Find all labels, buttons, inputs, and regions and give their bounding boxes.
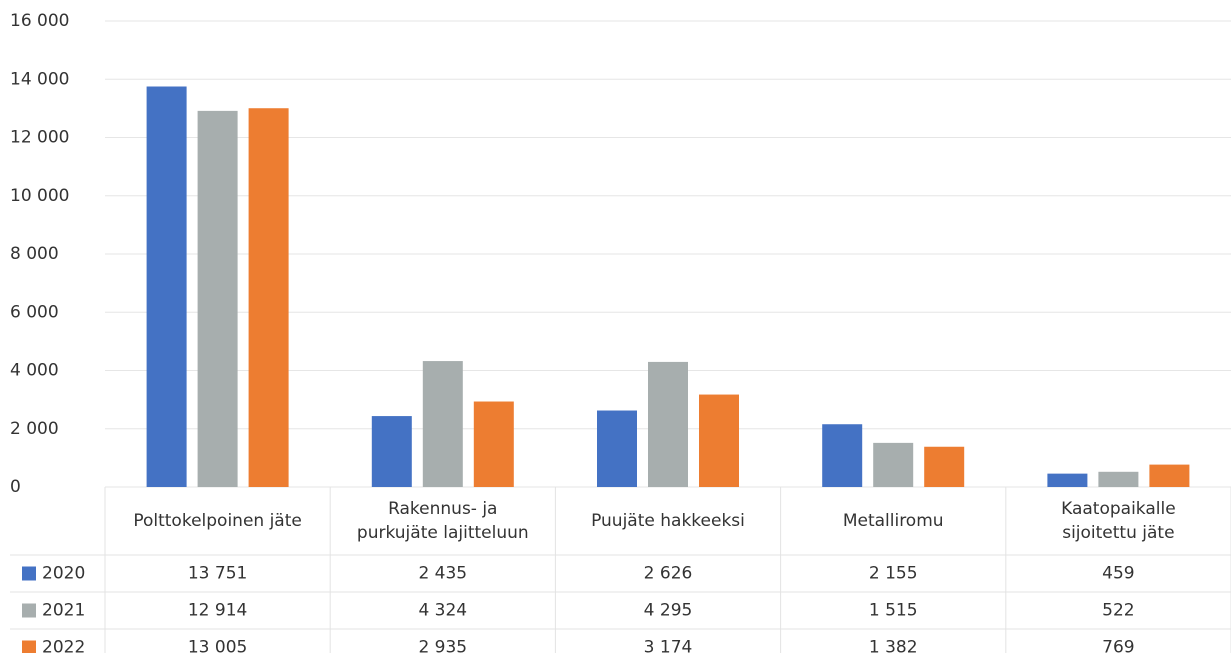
table-value: 4 324 bbox=[418, 601, 467, 621]
table-value: 2 155 bbox=[869, 564, 918, 584]
table-value: 13 005 bbox=[188, 638, 247, 653]
category-label: Rakennus- ja purkujäte lajitteluun bbox=[356, 499, 529, 543]
y-tick-label: 10 000 bbox=[10, 186, 69, 206]
bar bbox=[648, 361, 688, 487]
bar bbox=[873, 442, 914, 487]
y-tick-label: 4 000 bbox=[10, 361, 59, 381]
table-value: 459 bbox=[1102, 564, 1134, 584]
table-value: 3 174 bbox=[644, 638, 693, 653]
bar bbox=[197, 110, 238, 487]
legend-label: 2021 bbox=[42, 601, 85, 621]
table-value: 13 751 bbox=[188, 564, 247, 584]
category-label: Kaatopaikalle sijoitettu jäte bbox=[1061, 499, 1176, 543]
bar bbox=[422, 361, 463, 487]
bar bbox=[371, 416, 412, 487]
bar bbox=[248, 108, 289, 488]
bar bbox=[924, 446, 965, 487]
y-tick-label: 2 000 bbox=[10, 419, 59, 439]
table-value: 2 435 bbox=[418, 564, 467, 584]
legend-swatch bbox=[22, 566, 36, 581]
bar bbox=[699, 394, 739, 487]
y-tick-label: 14 000 bbox=[10, 69, 69, 89]
y-tick-label: 16 000 bbox=[10, 11, 69, 31]
bar bbox=[1098, 471, 1139, 487]
table-value: 769 bbox=[1102, 638, 1134, 653]
table-value: 2 626 bbox=[644, 564, 693, 584]
bar bbox=[597, 410, 637, 487]
category-label: Metalliromu bbox=[842, 511, 944, 531]
table-value: 12 914 bbox=[188, 601, 247, 621]
table-value: 1 515 bbox=[869, 601, 918, 621]
table-value: 522 bbox=[1102, 601, 1134, 621]
table-value: 4 295 bbox=[644, 601, 693, 621]
legend-swatch bbox=[22, 640, 36, 653]
y-tick-label: 0 bbox=[10, 477, 21, 497]
y-tick-label: 8 000 bbox=[10, 244, 59, 264]
y-tick-label: 12 000 bbox=[10, 128, 69, 148]
table-value: 1 382 bbox=[869, 638, 918, 653]
table-value: 2 935 bbox=[418, 638, 467, 653]
category-label: Polttokelpoinen jäte bbox=[133, 511, 302, 531]
category-label: Puujäte hakkeeksi bbox=[591, 511, 745, 531]
bar bbox=[473, 401, 514, 487]
legend-swatch bbox=[22, 603, 36, 618]
legend-label: 2022 bbox=[42, 638, 85, 653]
bar bbox=[146, 86, 187, 487]
legend-label: 2020 bbox=[42, 564, 85, 584]
y-tick-label: 6 000 bbox=[10, 302, 59, 322]
bar bbox=[1047, 473, 1088, 487]
bar bbox=[1149, 464, 1190, 487]
bar bbox=[822, 424, 863, 487]
